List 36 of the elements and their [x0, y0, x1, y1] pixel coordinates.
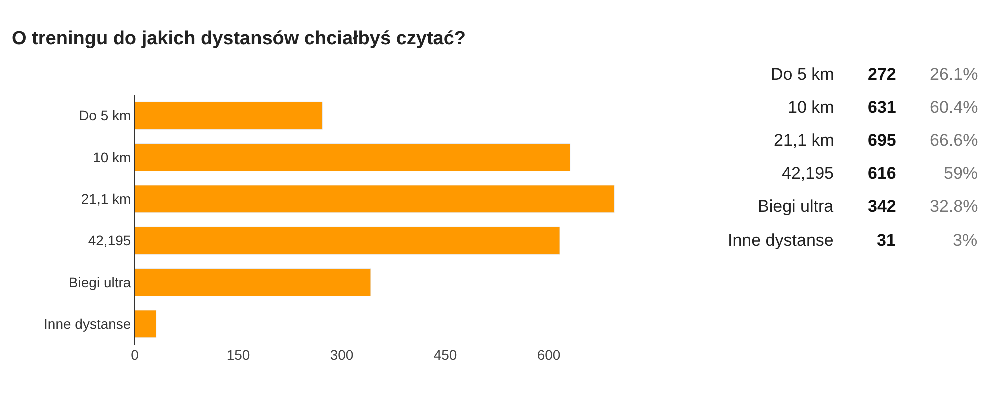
text: 32.8%: [930, 197, 978, 216]
text: 26.1%: [930, 65, 978, 84]
bar: [135, 185, 615, 214]
text: 342: [868, 197, 896, 216]
bar: [135, 226, 560, 255]
chart-title: O treningu do jakich dystansów chciałbyś czytać?: [12, 28, 466, 50]
text: 66.6%: [930, 131, 978, 150]
x-tick-label: 300: [330, 347, 354, 363]
text: Do 5 km: [771, 65, 834, 84]
x-tick-label: 150: [226, 347, 250, 363]
text: 616: [868, 164, 896, 183]
bar: [135, 310, 157, 338]
text: 59%: [944, 164, 978, 183]
text: 10 km: [788, 98, 834, 117]
x-tick-label: 600: [537, 347, 561, 363]
bar: [135, 102, 323, 130]
y-tick-label: Do 5 km: [79, 108, 132, 124]
y-tick-label: 42,195: [88, 232, 132, 249]
text: 631: [868, 98, 896, 117]
text: Biegi ultra: [758, 197, 834, 216]
bar: [135, 268, 372, 296]
text: 3%: [953, 231, 978, 250]
text: 21,1 km: [774, 131, 834, 150]
text: Inne dystanse: [728, 231, 834, 250]
x-tick-label: 0: [131, 347, 140, 363]
x-tick-label: 450: [434, 347, 458, 363]
text: 60.4%: [930, 98, 978, 117]
text: 31: [877, 231, 896, 250]
text: 695: [868, 131, 896, 150]
text: 272: [868, 65, 896, 84]
y-tick-label: Inne dystanse: [44, 316, 132, 332]
y-tick-label: Biegi ultra: [68, 274, 132, 290]
text: 42,195: [782, 164, 834, 183]
y-tick-label: 10 km: [93, 149, 132, 166]
bar: [135, 144, 571, 172]
y-tick-label: 21,1 km: [81, 191, 132, 208]
